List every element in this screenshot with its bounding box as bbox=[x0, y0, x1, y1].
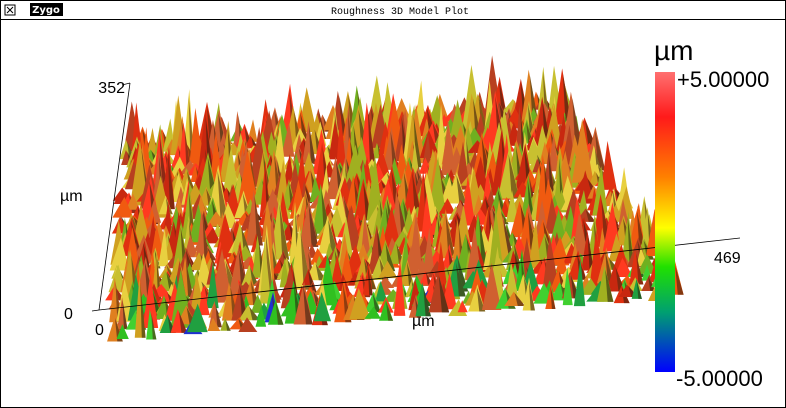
logo: Zygo bbox=[32, 5, 60, 16]
colorbar bbox=[655, 72, 675, 372]
y-axis-title: µm bbox=[60, 188, 83, 205]
x-axis-max: 469 bbox=[714, 250, 741, 267]
y-axis-max: 352 bbox=[98, 80, 125, 97]
window-title: Roughness 3D Model Plot bbox=[331, 6, 469, 18]
x-axis-min: 0 bbox=[95, 322, 104, 339]
colorbar-max: +5.00000 bbox=[677, 67, 769, 92]
colorbar-unit: µm bbox=[654, 35, 693, 66]
plot-window: Zygo Roughness 3D Model Plot 352 µm 0 0 … bbox=[0, 0, 786, 408]
colorbar-min: -5.00000 bbox=[676, 366, 763, 391]
x-axis-title: µm bbox=[412, 313, 435, 330]
y-axis-min: 0 bbox=[64, 306, 73, 323]
